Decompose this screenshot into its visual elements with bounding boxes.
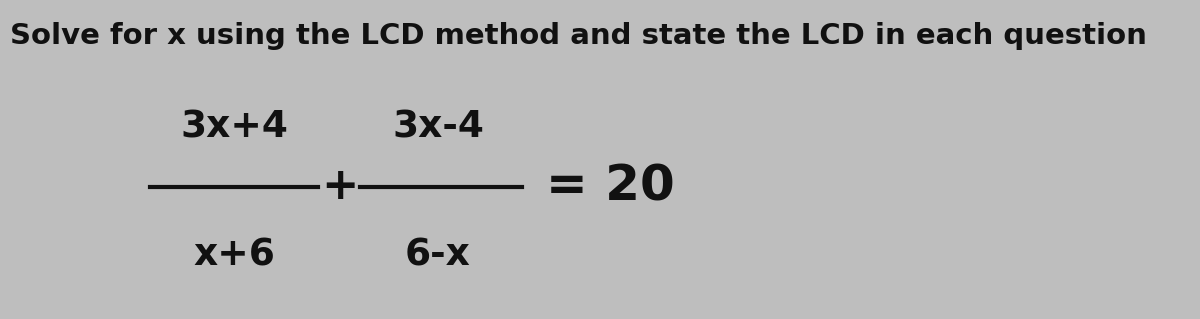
Text: 3x+4: 3x+4: [180, 110, 288, 145]
Text: 3x-4: 3x-4: [392, 110, 484, 145]
Text: = 20: = 20: [546, 163, 674, 211]
Text: 6-x: 6-x: [406, 237, 470, 273]
Text: Solve for x using the LCD method and state the LCD in each question: Solve for x using the LCD method and sta…: [10, 22, 1146, 50]
Text: +: +: [320, 165, 359, 208]
Text: x+6: x+6: [193, 237, 275, 273]
